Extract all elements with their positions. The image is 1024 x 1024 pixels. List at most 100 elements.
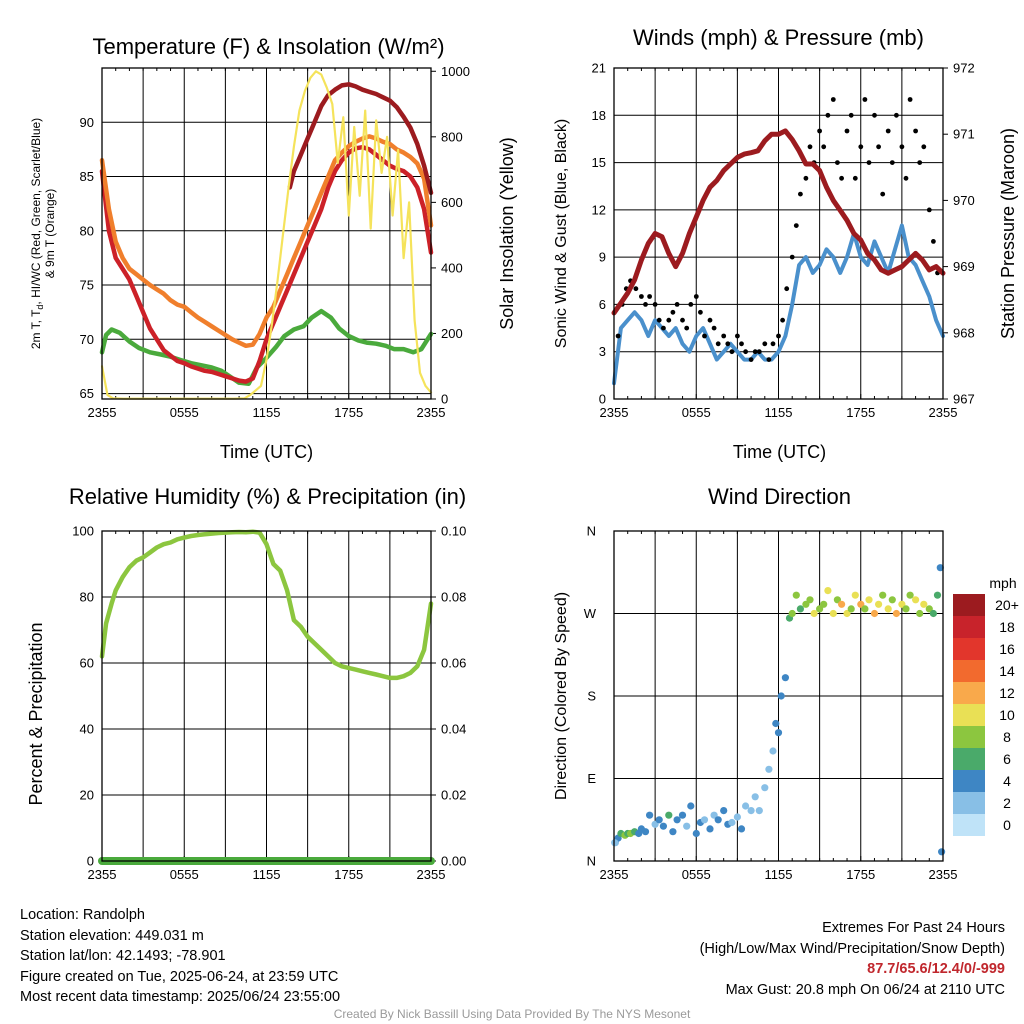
direction-point	[714, 816, 722, 824]
y-left-label-line1: 2m T, Td, HI/WC (Red, Green, Scarlet/Blu…	[29, 118, 45, 349]
gust-point	[715, 341, 721, 347]
y-right-tick-label: 972	[953, 61, 975, 76]
direction-point	[761, 784, 769, 792]
credit-text: Created By Nick Bassill Using Data Provi…	[333, 1007, 691, 1021]
direction-point	[888, 596, 896, 604]
direction-point	[920, 600, 928, 608]
direction-point	[875, 600, 883, 608]
y-left-label-line2: & 9m T (Orange)	[43, 189, 57, 279]
direction-point	[692, 829, 700, 838]
latlon-text: Station lat/lon: 42.1493; -78.901	[20, 948, 226, 964]
gust-point	[698, 309, 703, 315]
gust-point	[894, 112, 899, 118]
y-right-tick-label: 600	[441, 195, 463, 210]
direction-point	[892, 609, 901, 618]
x-tick-label: 2355	[88, 405, 117, 420]
direction-point	[769, 747, 777, 755]
legend-swatch	[953, 748, 985, 770]
x-axis-label: Time (UTC)	[220, 442, 313, 462]
pressure-line	[611, 128, 946, 316]
x-tick-label: 0555	[682, 405, 711, 420]
series-line	[287, 82, 434, 196]
legend-swatch	[953, 814, 985, 836]
direction-point	[728, 818, 736, 827]
gust-point	[762, 341, 768, 347]
y-right-tick-label: 969	[953, 259, 975, 274]
direction-point	[659, 822, 668, 830]
direction-point	[925, 605, 933, 613]
gust-point	[889, 160, 895, 166]
gust-point	[793, 223, 799, 229]
gust-point	[817, 128, 822, 134]
label-part: , HI/WC (Red, Green, Scarlet/Blue)	[29, 118, 43, 305]
gust-point	[839, 175, 844, 181]
y-left-tick-label: 20	[80, 788, 94, 803]
legend-swatch	[953, 660, 985, 682]
legend-swatch	[953, 726, 985, 748]
gust-point	[735, 333, 740, 339]
gust-point	[876, 144, 881, 150]
gust-point	[784, 286, 790, 292]
y-left-tick-label: 0	[87, 854, 94, 869]
series-line	[99, 144, 434, 384]
direction-point	[720, 807, 728, 815]
humidity-line	[99, 529, 434, 681]
x-tick-label: 2355	[600, 867, 629, 882]
gust-point	[789, 254, 795, 260]
y-left-tick-label: 90	[80, 115, 94, 130]
direction-point	[916, 609, 924, 618]
gust-point	[707, 317, 713, 323]
plot-border	[613, 530, 944, 862]
direction-point	[810, 609, 818, 618]
gust-point	[852, 175, 858, 181]
created-text: Figure created on Tue, 2025-06-24, at 23…	[20, 968, 339, 985]
x-tick-label: 1755	[846, 405, 875, 420]
x-tick-label: 2355	[929, 405, 958, 420]
gust-point	[748, 357, 754, 362]
x-tick-label: 1155	[253, 405, 281, 420]
y-right-tick-label: 0.10	[441, 524, 466, 539]
direction-point	[669, 828, 677, 836]
gust-point	[729, 349, 735, 355]
gust-point	[688, 302, 694, 307]
direction-point	[879, 591, 887, 599]
label-subscript: d	[35, 305, 45, 310]
y-left-tick-label: 12	[592, 202, 606, 217]
gust-point	[725, 341, 731, 347]
plot-border	[101, 67, 432, 400]
gust-point	[647, 294, 652, 299]
x-tick-label: 1755	[334, 867, 363, 882]
gust-point	[835, 160, 840, 166]
direction-point	[824, 587, 832, 595]
chart-title: Wind Direction	[708, 484, 851, 509]
y-tick-label: W	[584, 606, 597, 621]
gust-point	[666, 317, 672, 323]
y-left-tick-label: 75	[80, 278, 94, 293]
gust-point	[739, 341, 744, 347]
y-left-tick-label: 9	[599, 250, 606, 265]
direction-point	[772, 719, 780, 728]
direction-point	[861, 605, 869, 613]
direction-point	[933, 591, 942, 599]
gust-point	[770, 341, 776, 347]
gust-point	[803, 175, 809, 181]
y-tick-label: N	[587, 524, 596, 539]
gust-point	[721, 333, 727, 339]
y-left-tick-label: 70	[80, 332, 94, 347]
direction-point	[806, 596, 814, 604]
gust-point	[885, 128, 891, 134]
y-left-tick-label: 6	[599, 297, 606, 312]
direction-point	[687, 802, 695, 810]
x-tick-label: 0555	[682, 867, 711, 882]
extremes-values: 87.7/65.6/12.4/0/-999	[867, 961, 1005, 977]
y-right-tick-label: 200	[441, 326, 463, 341]
x-tick-label: 1155	[765, 867, 793, 882]
legend-label: 8	[1003, 729, 1011, 745]
y-right-tick-label: 1000	[441, 64, 470, 79]
gust-point	[674, 302, 680, 307]
y-left-axis-label: 2m T, Td, HI/WC (Red, Green, Scarlet/Blu…	[29, 118, 57, 349]
chart-title: Winds (mph) & Pressure (mb)	[633, 25, 924, 50]
gust-point	[858, 144, 864, 150]
y-left-tick-label: 65	[80, 386, 94, 401]
